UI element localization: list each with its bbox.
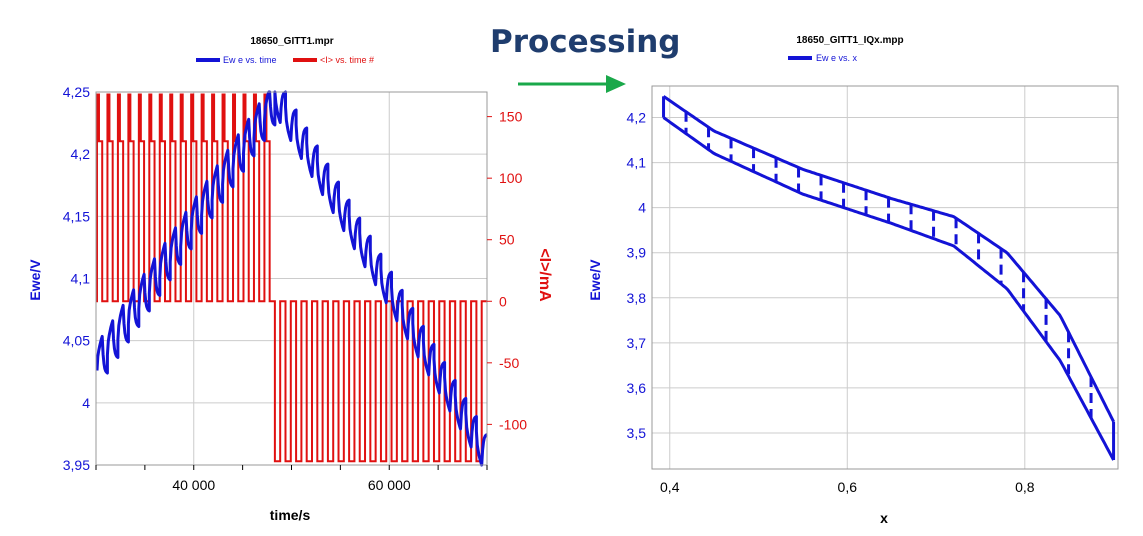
left-y-axis-label: Ewe/V — [27, 259, 43, 301]
left-plot-area — [95, 90, 488, 467]
left-legend: Ew e vs. time <I> vs. time # — [196, 55, 374, 65]
left-x-axis-label: time/s — [270, 507, 311, 523]
right-grid — [652, 86, 1118, 469]
left-y2-tick-label: 0 — [499, 293, 507, 309]
right-y-tick-label: 4,1 — [627, 155, 647, 171]
left-x-tick-label: 40 000 — [172, 477, 215, 493]
right-x-tick-label: 0,6 — [838, 479, 858, 495]
legend-ewe-vs-x: Ew e vs. x — [816, 53, 858, 63]
right-legend: Ew e vs. x — [788, 53, 858, 63]
left-voltage-series — [95, 90, 488, 467]
right-y-tick-label: 3,6 — [627, 380, 647, 396]
right-chart-title: 18650_GITT1_IQx.mpp — [796, 35, 903, 46]
right-y-axis-label: Ewe/V — [587, 259, 603, 301]
right-plot-frame — [651, 85, 1119, 470]
left-y-tick-label: 3,95 — [63, 457, 90, 473]
left-y2-tick-label: 50 — [499, 232, 515, 248]
left-y-tick-label: 4,05 — [63, 333, 90, 349]
right-y-tick-label: 4 — [638, 200, 646, 216]
left-y2-tick-label: -100 — [499, 416, 527, 432]
left-axes: 4,25 4,2 4,15 4,1 4,05 4 3,95 150 100 50 0 -50 -100 4… — [63, 84, 527, 493]
left-y2-axis-label: <I>/mA — [536, 248, 553, 302]
left-y2-tick-label: 100 — [499, 170, 523, 186]
left-y-tick-label: 4,2 — [71, 146, 91, 162]
right-y-tick-label: 3,5 — [627, 425, 647, 441]
right-y-tick-label: 3,8 — [627, 290, 647, 306]
left-x-tick-label: 60 000 — [368, 477, 411, 493]
right-plot-area — [662, 95, 1116, 461]
left-y-tick-label: 4,15 — [63, 208, 90, 224]
right-upper-curve — [662, 95, 1115, 423]
left-y2-tick-label: -50 — [499, 355, 519, 371]
right-x-tick-label: 0,4 — [660, 479, 680, 495]
gitt-x-chart: 18650_GITT1_IQx.mpp Ew e vs. x 4,2 4,1 4 3,… — [587, 35, 1119, 526]
left-y2-tick-label: 150 — [499, 109, 523, 125]
processing-arrow — [518, 75, 626, 93]
right-axes: 4,2 4,1 4 3,9 3,8 3,7 3,6 3,5 0,4 0,6 0,8 — [627, 110, 1035, 495]
left-y-tick-label: 4,25 — [63, 84, 90, 100]
right-lower-curve — [662, 116, 1115, 461]
right-x-axis-label: x — [880, 510, 888, 526]
right-x-tick-label: 0,8 — [1015, 479, 1035, 495]
right-y-tick-label: 3,9 — [627, 245, 647, 261]
processing-heading: Processing — [490, 24, 681, 60]
left-chart-title: 18650_GITT1.mpr — [250, 36, 333, 47]
left-y-tick-label: 4 — [82, 395, 90, 411]
right-y-tick-label: 4,2 — [627, 110, 647, 126]
legend-ewe-vs-time: Ew e vs. time — [223, 55, 277, 65]
gitt-time-chart: 18650_GITT1.mpr Ew e vs. time <I> vs. ti… — [27, 36, 553, 523]
left-y-tick-label: 4,1 — [71, 271, 91, 287]
right-y-tick-label: 3,7 — [627, 335, 647, 351]
legend-current-vs-time: <I> vs. time # — [320, 55, 374, 65]
